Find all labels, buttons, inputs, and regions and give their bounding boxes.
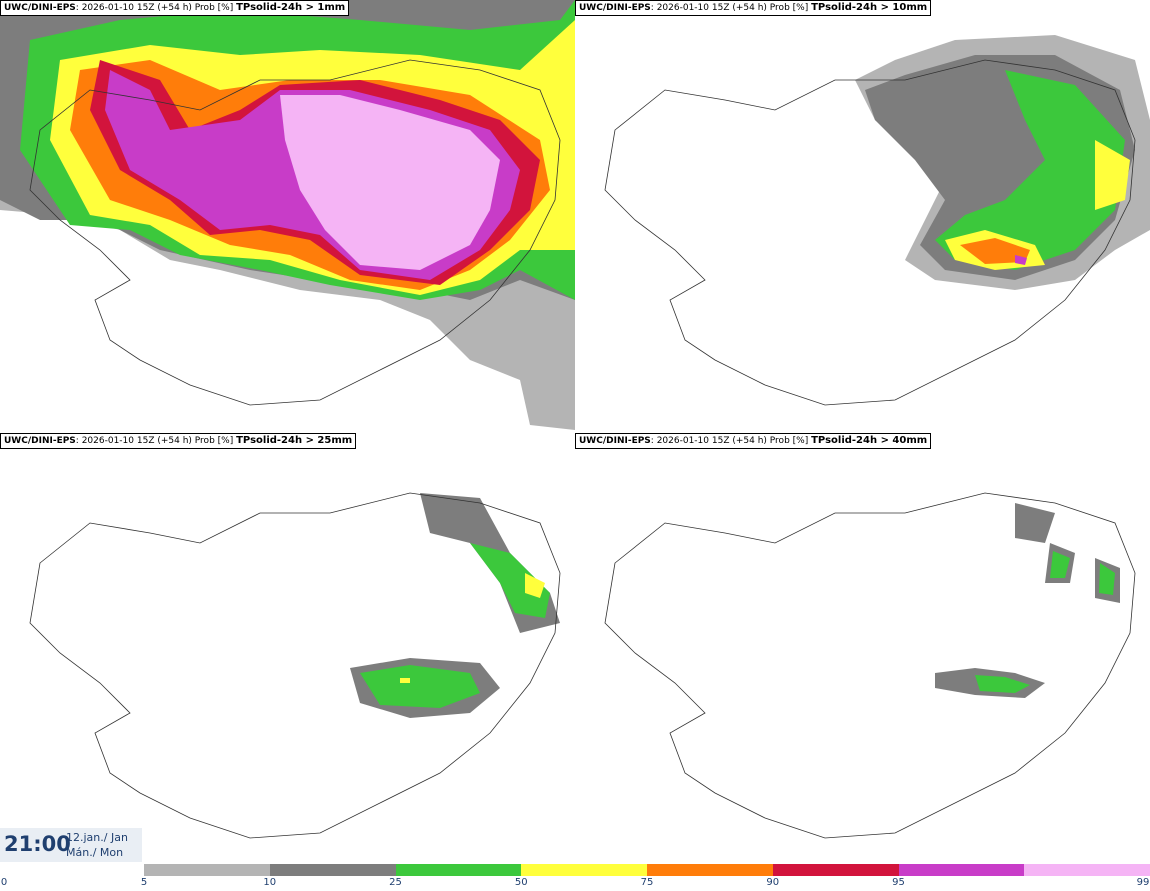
panel-header: UWC/DINI-EPS: 2026-01-10 15Z (+54 h) Pro… xyxy=(575,433,932,449)
variable-label: TPsolid-24h > 25mm xyxy=(236,435,353,446)
probability-map xyxy=(604,492,1136,839)
model-name: UWC/DINI-EPS xyxy=(4,3,76,13)
variable-label: TPsolid-24h > 1mm xyxy=(236,2,346,13)
panel-header: UWC/DINI-EPS: 2026-01-10 15Z (+54 h) Pro… xyxy=(575,0,932,16)
run-info: 2026-01-10 15Z (+54 h) Prob [%] xyxy=(81,3,234,13)
panel-header: UWC/DINI-EPS: 2026-01-10 15Z (+54 h) Pro… xyxy=(0,0,350,16)
panel-header: UWC/DINI-EPS: 2026-01-10 15Z (+54 h) Pro… xyxy=(0,433,357,449)
legend-tick-label: 25 xyxy=(389,877,402,888)
legend-segment xyxy=(647,864,773,876)
legend-tick-label: 95 xyxy=(892,877,905,888)
map-panel-1mm: UWC/DINI-EPS: 2026-01-10 15Z (+54 h) Pro… xyxy=(0,0,575,430)
model-name: UWC/DINI-EPS xyxy=(4,436,76,446)
legend-tick-label: 75 xyxy=(640,877,654,888)
model-name: UWC/DINI-EPS xyxy=(579,436,651,446)
map-panel-25mm: UWC/DINI-EPS: 2026-01-10 15Z (+54 h) Pro… xyxy=(0,433,575,863)
variable-label: TPsolid-24h > 10mm xyxy=(811,2,928,13)
map-panel-10mm: UWC/DINI-EPS: 2026-01-10 15Z (+54 h) Pro… xyxy=(575,0,1150,430)
legend-segment xyxy=(144,864,270,876)
run-info: 2026-01-10 15Z (+54 h) Prob [%] xyxy=(81,436,234,446)
legend-segment xyxy=(898,864,1025,876)
legend-tick-label: 0 xyxy=(0,877,8,888)
map-panel-40mm: UWC/DINI-EPS: 2026-01-10 15Z (+54 h) Pro… xyxy=(575,433,1150,863)
legend-segment xyxy=(772,864,899,876)
legend-tick-label: 5 xyxy=(140,877,148,888)
valid-weekday: Mán./ Mon xyxy=(66,846,124,859)
valid-date: 12.jan./ Jan xyxy=(66,831,128,844)
probability-legend-bar xyxy=(144,864,1150,876)
run-info: 2026-01-10 15Z (+54 h) Prob [%] xyxy=(656,436,809,446)
legend-segment xyxy=(1024,864,1150,876)
probability-map xyxy=(604,35,1150,406)
model-name: UWC/DINI-EPS xyxy=(579,3,651,13)
valid-time-box: 21:00 12.jan./ Jan Mán./ Mon xyxy=(0,828,142,862)
legend-tick-label: 10 xyxy=(263,877,277,888)
variable-label: TPsolid-24h > 40mm xyxy=(811,435,928,446)
legend-tick-label: 90 xyxy=(766,877,780,888)
probability-map xyxy=(0,0,575,430)
run-info: 2026-01-10 15Z (+54 h) Prob [%] xyxy=(656,3,809,13)
legend-segment xyxy=(521,864,647,876)
valid-time: 21:00 xyxy=(4,832,71,856)
probability-map xyxy=(29,492,561,839)
legend-tick-label: 99 xyxy=(1136,877,1150,888)
legend-segment xyxy=(269,864,396,876)
legend-segment xyxy=(395,864,522,876)
legend-tick-label: 50 xyxy=(514,877,528,888)
